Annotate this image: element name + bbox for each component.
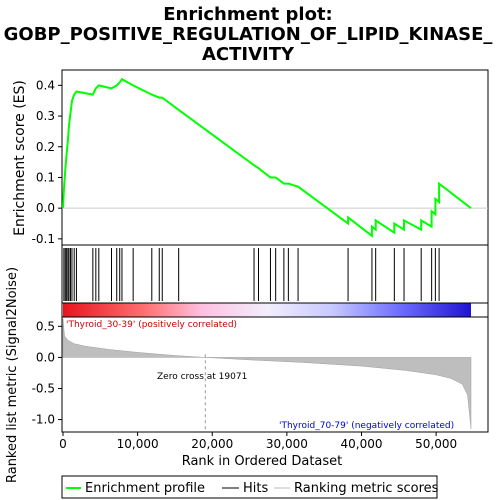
x-tick-label: 50,000 (415, 437, 457, 451)
legend-hits-label: Hits (243, 481, 268, 496)
ranking-metric-area (62, 318, 472, 429)
correlation-color-bar (61, 302, 489, 318)
es-y-tick-label: 0.0 (36, 201, 55, 215)
x-tick-label: 0 (59, 437, 67, 451)
es-y-tick-label: 0.1 (36, 170, 55, 184)
ranking-y-tick-label: 0.0 (36, 350, 55, 364)
x-tick-label: 40,000 (340, 437, 382, 451)
ranking-y-tick-label: -0.5 (32, 381, 55, 395)
color-bar-gradient (63, 303, 471, 317)
x-axis-label: Rank in Ordered Dataset (182, 454, 343, 469)
negative-class-label: 'Thyroid_70-79' (negatively correlated) (279, 421, 454, 431)
legend-enrichment-label: Enrichment profile (85, 481, 205, 496)
ranking-panel: -1.0 -0.5 0.0 0.5 'Thyroid_30-39' (positive… (5, 267, 489, 483)
es-panel-frame (61, 69, 489, 246)
x-tick-label: 10,000 (117, 437, 159, 451)
zero-cross-label: Zero cross at 19071 (157, 372, 247, 382)
chart-title-line3: ACTIVITY (202, 44, 295, 65)
es-panel: -0.1 0.0 0.1 0.2 0.3 0.4 Enrichment score (ES… (12, 69, 489, 246)
enrichment-profile-line (62, 77, 472, 238)
legend: Enrichment profile Hits Ranking metric s… (61, 475, 439, 499)
ranking-panel-frame (61, 316, 489, 433)
hit-lines (63, 248, 440, 301)
ranking-y-ticks: -1.0 -0.5 0.0 0.5 (32, 319, 62, 427)
es-y-axis-label: Enrichment score (ES) (12, 80, 28, 236)
ranking-y-tick-label: 0.5 (36, 319, 55, 333)
es-y-ticks: -0.1 0.0 0.1 0.2 0.3 0.4 (32, 78, 62, 246)
ranking-y-axis-label: Ranked list metric (Signal2Noise) (5, 267, 20, 483)
hits-panel-frame (61, 244, 489, 304)
x-axis-ticks: 0 10,000 20,000 30,000 40,000 50,000 (59, 432, 457, 451)
chart-title-line1: Enrichment plot: (163, 4, 333, 25)
ranking-y-tick-label: -1.0 (32, 413, 55, 427)
legend-ranking-label: Ranking metric scores (294, 481, 439, 496)
es-y-tick-label: 0.4 (36, 78, 55, 92)
es-y-tick-label: -0.1 (32, 232, 55, 246)
es-y-tick-label: 0.2 (36, 140, 55, 154)
positive-class-label: 'Thyroid_30-39' (positively correlated) (66, 320, 237, 330)
chart-title-line2: GOBP_POSITIVE_REGULATION_OF_LIPID_KINASE… (4, 24, 493, 45)
legend-frame (61, 475, 438, 499)
hits-panel (61, 244, 489, 304)
es-y-tick-label: 0.3 (36, 109, 55, 123)
x-tick-label: 30,000 (266, 437, 308, 451)
x-tick-label: 20,000 (191, 437, 233, 451)
